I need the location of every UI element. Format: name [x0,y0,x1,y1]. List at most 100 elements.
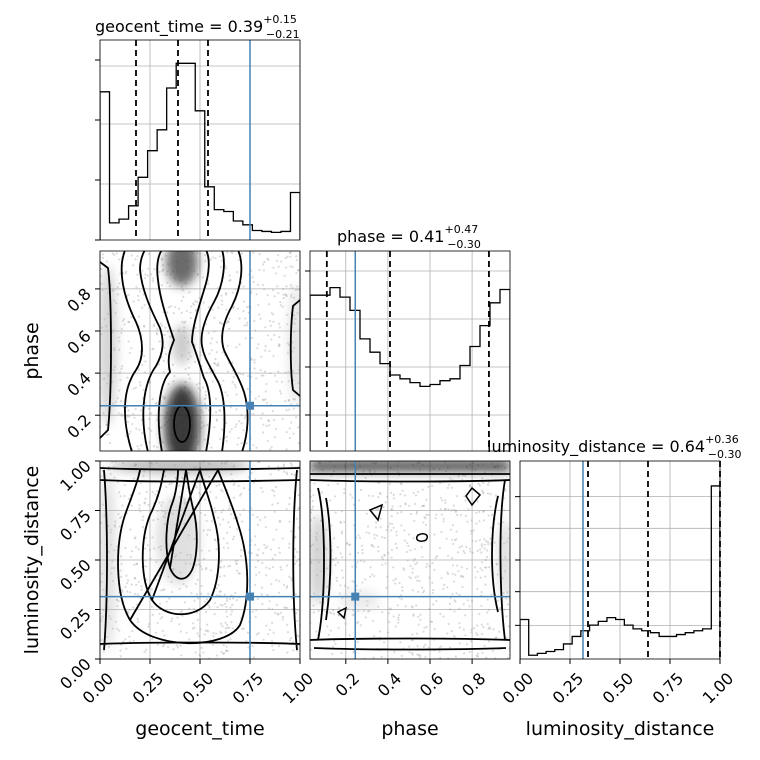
sample-point [160,258,163,261]
sample-point [188,638,191,641]
sample-point [170,482,173,485]
density-shading-gp [100,251,300,451]
sample-point [269,548,272,551]
sample-point [291,608,294,611]
sample-point [399,594,403,597]
sample-point [252,481,255,484]
sample-point [285,294,288,297]
sample-point [271,289,275,292]
sample-point [381,535,384,539]
sample-point [174,305,177,309]
sample-point [336,561,340,564]
sample-point [272,313,275,316]
sample-point [213,361,216,365]
sample-point [221,299,224,302]
sample-point [421,591,425,594]
sample-point [185,631,188,634]
sample-point [202,301,205,304]
sample-point [402,567,405,570]
sample-point [266,294,269,297]
sample-point [278,335,281,339]
sample-point [144,547,147,550]
xticks-luminosity-distance: 0.00 0.25 0.50 0.75 1.00 [499,659,737,708]
sample-point [295,560,298,563]
sample-point [387,612,390,615]
sample-point [137,299,140,302]
sample-point [284,399,287,403]
sample-point [280,260,283,263]
sample-point [476,633,479,637]
sample-point [275,578,278,582]
quantiles-phase [325,251,490,451]
sample-point [126,376,129,379]
sample-point [290,464,294,467]
sample-point [250,507,253,510]
sample-point [448,646,452,649]
sample-point [484,575,487,578]
sample-point [487,627,490,630]
sample-point [400,524,403,527]
sample-point [255,553,258,556]
sample-point [147,252,151,256]
sample-point [205,568,208,571]
sample-point [390,508,393,511]
sample-point [394,582,397,585]
sample-point [194,300,197,303]
sample-point [139,384,142,387]
sample-point [255,633,259,636]
sample-point [145,565,148,568]
sample-point [131,422,134,426]
sample-point [453,610,456,613]
sample-point [421,488,424,491]
sample-point [200,411,204,414]
sample-point [423,516,426,519]
sample-point [277,644,281,648]
sample-point [172,648,175,651]
sample-point [184,381,187,384]
sample-point [409,564,412,568]
sample-point [213,426,216,429]
sample-point [311,508,314,511]
sample-point [208,549,211,552]
sample-point [288,575,291,578]
sample-point [465,643,468,646]
contour-top-gl [100,467,300,471]
sample-point [290,421,293,424]
sample-point [390,529,393,532]
sample-point [297,426,300,429]
sample-point [250,471,253,475]
sample-point [233,482,236,485]
sample-point [176,616,179,619]
sample-point [405,550,408,554]
x-tick-label: 0.8 [458,669,489,700]
sample-point [389,607,393,610]
sample-point [281,305,284,308]
sample-point [481,651,484,654]
sample-point [202,529,205,532]
sample-point [385,495,389,498]
sample-point [156,333,159,336]
sample-point [409,549,412,552]
contour-edges-gl [100,469,300,651]
sample-point [137,548,140,551]
sample-point [220,303,224,306]
sample-point [413,557,416,561]
sample-point [143,650,146,654]
sample-point [120,588,124,592]
sample-point [377,481,380,485]
sample-point [172,312,175,315]
sample-point [245,442,248,445]
sample-point [478,548,482,551]
sample-point [340,556,344,559]
sample-point [217,362,220,365]
sample-point [116,627,119,631]
sample-point [143,303,146,307]
sample-point [151,398,154,401]
sample-point [225,597,228,600]
sample-point [399,482,403,485]
sample-point [215,484,218,488]
sample-point [242,508,245,511]
truth-geocent-time-luminosity-distance [100,461,300,659]
sample-point [207,331,210,335]
sample-point [233,383,237,386]
